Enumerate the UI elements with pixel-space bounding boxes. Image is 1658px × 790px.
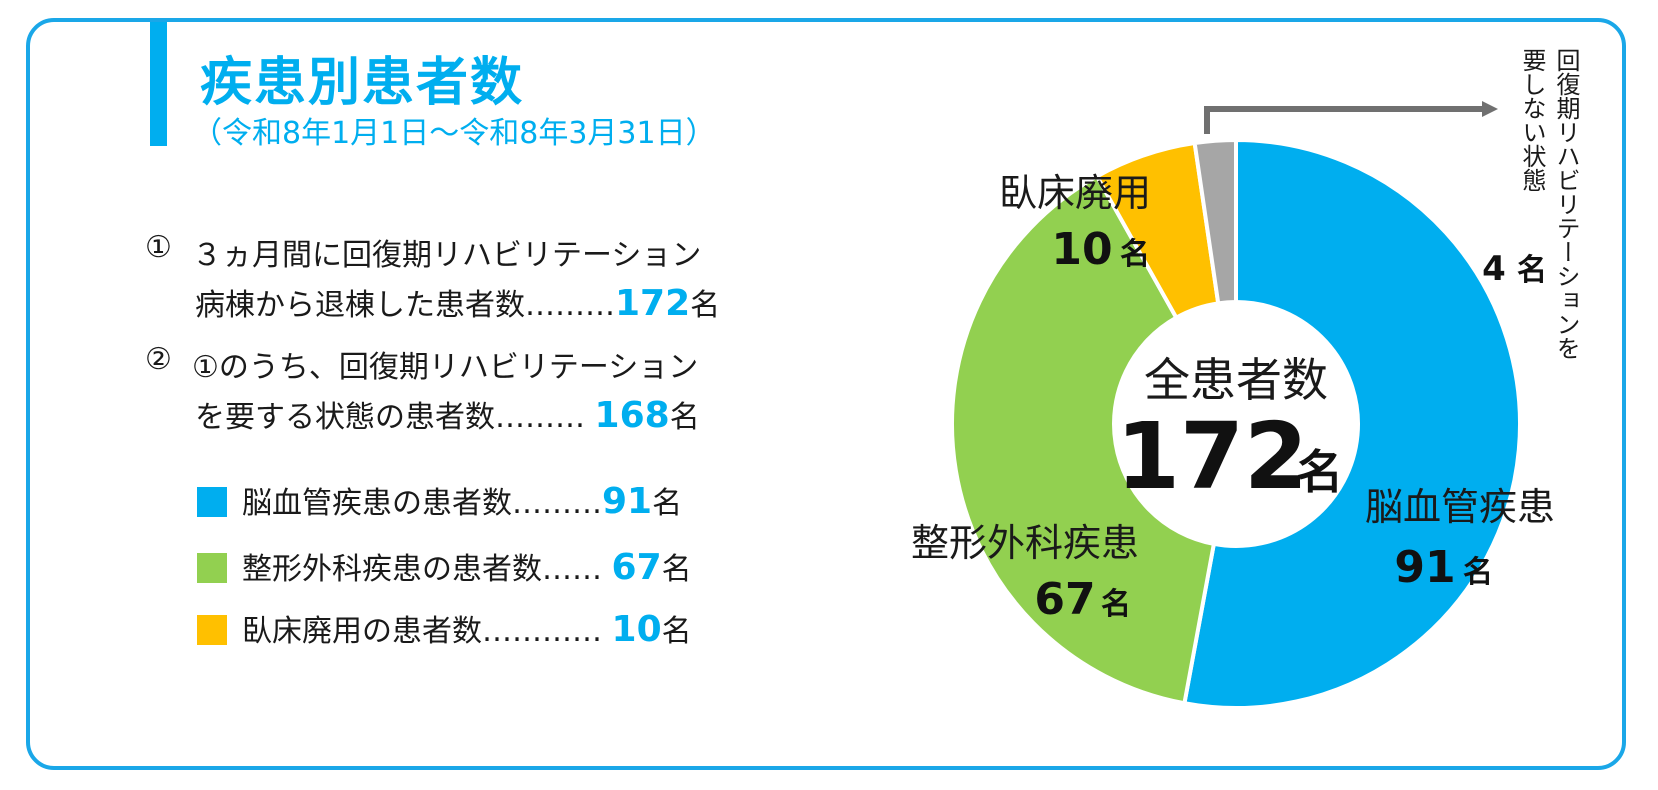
slice-unit-cerebrovascular: 名 [1463,555,1493,590]
legend-value: 91 [602,481,653,522]
legend-unit: 名 [661,552,692,587]
slice-value-not-required: 4 [1482,249,1506,289]
item-1-line2: 病棟から退棟した患者数………172名 [195,280,720,324]
donut-hole [1114,302,1358,546]
legend-unit: 名 [652,486,683,521]
legend-text-cerebrovascular: 脳血管疾患の患者数………91名 [242,482,682,524]
item-2-marker: ② [145,342,172,377]
donut-slices [950,137,1522,710]
item-1-unit: 名 [690,288,721,323]
slice-unit-disuse: 名 [1120,237,1150,272]
title-accent-bar [150,22,167,146]
center-unit: 名 [1297,445,1343,499]
item-1-line1: ３ヵ月間に回復期リハビリテーション [192,238,702,273]
legend-text-disuse: 臥床廃用の患者数………… 10名 [242,610,692,652]
page-title: 疾患別患者数 [200,53,525,113]
item-2-unit: 名 [669,400,700,435]
legend-label: 整形外科疾患の患者数…… [242,552,612,587]
slice-label-orthopedic: 整形外科疾患 [911,521,1139,565]
item-1-marker: ① [145,230,172,265]
item-2-value: 168 [594,395,670,436]
slice-label-cerebrovascular: 脳血管疾患 [1365,485,1555,529]
date-range-subtitle: （令和8年1月1日～令和8年3月31日） [192,116,716,151]
legend-value: 10 [611,609,662,650]
annotation-arrow-head [1482,101,1498,117]
slice-value-disuse: 10 [1051,224,1112,275]
legend-label: 脳血管疾患の患者数……… [242,486,602,521]
legend-value: 67 [611,547,662,588]
legend-text-orthopedic: 整形外科疾患の患者数…… 67名 [242,548,692,590]
content-frame [26,18,1626,770]
center-label: 全患者数 [1144,353,1328,407]
slice-label-disuse: 臥床廃用 [999,171,1151,215]
item-2-line1: ①のうち、回復期リハビリテーション [192,350,699,385]
legend-swatch-green [197,553,227,583]
legend-unit: 名 [661,614,692,649]
annotation-note: 回復期リハビリテーションを 要しない状態 [1515,48,1583,468]
slice-unit-orthopedic: 名 [1101,587,1131,622]
annotation-line1: 回復期リハビリテーションを [1552,48,1580,360]
slice-value-orthopedic: 67 [1034,574,1095,625]
item-1-value: 172 [615,283,691,324]
annotation-arrow-line [1204,106,1482,134]
legend-swatch-blue [197,487,227,517]
item-2-line2-text: を要する状態の患者数……… [195,400,595,435]
slice-unit-not-required: 名 [1517,253,1547,288]
slice-value-cerebrovascular: 91 [1394,542,1455,593]
item-1-line2-text: 病棟から退棟した患者数……… [195,288,615,323]
legend-swatch-orange [197,615,227,645]
center-value: 172 [1116,403,1308,510]
item-2-line2: を要する状態の患者数……… 168名 [195,392,700,436]
annotation-line2: 要しない状態 [1518,48,1546,192]
legend-label: 臥床廃用の患者数………… [242,614,612,649]
